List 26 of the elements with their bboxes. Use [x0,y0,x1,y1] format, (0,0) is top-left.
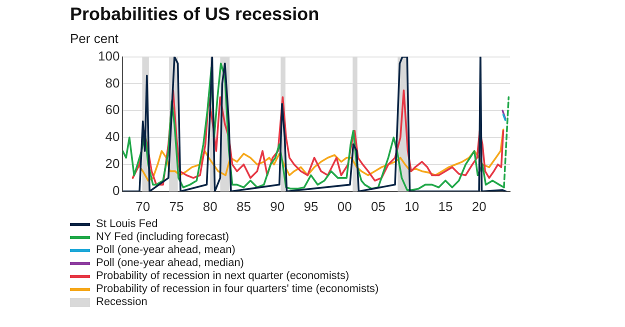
y-tick-label: 60 [105,102,120,118]
legend-label: Probability of recession in next quarter (economists) [96,270,350,283]
x-tick-label: 85 [236,198,251,214]
x-tick-label: 90 [270,198,285,214]
x-tick-label: 20 [472,198,486,214]
x-tick-label: 80 [202,198,218,214]
legend-label: Poll (one-year ahead, mean) [96,244,236,257]
y-axis-title: Per cent [70,31,120,46]
x-tick-label: 75 [169,198,184,214]
x-tick-label: 10 [404,198,420,214]
legend-label: NY Fed (including forecast) [96,231,230,244]
legend-label: St Louis Fed [96,218,158,231]
y-tick-label: 0 [112,182,120,198]
x-tick-label: 05 [370,198,386,214]
y-tick-label: 80 [105,75,120,90]
y-tick-label: 100 [98,48,120,64]
x-tick-label: 95 [304,198,318,214]
legend-label: Probability of recession in four quarters' time (economists) [96,283,379,296]
y-tick-label: 40 [105,129,120,144]
y-tick-label: 20 [105,156,120,172]
chart-title: Probabilities of US recession [70,4,320,25]
x-tick-label: 15 [438,198,453,214]
legend-label: Recession [96,296,148,309]
x-tick-label: 70 [136,198,150,214]
x-tick-label: 00 [337,198,352,214]
legend-label: Poll (one-year ahead, median) [96,257,244,270]
